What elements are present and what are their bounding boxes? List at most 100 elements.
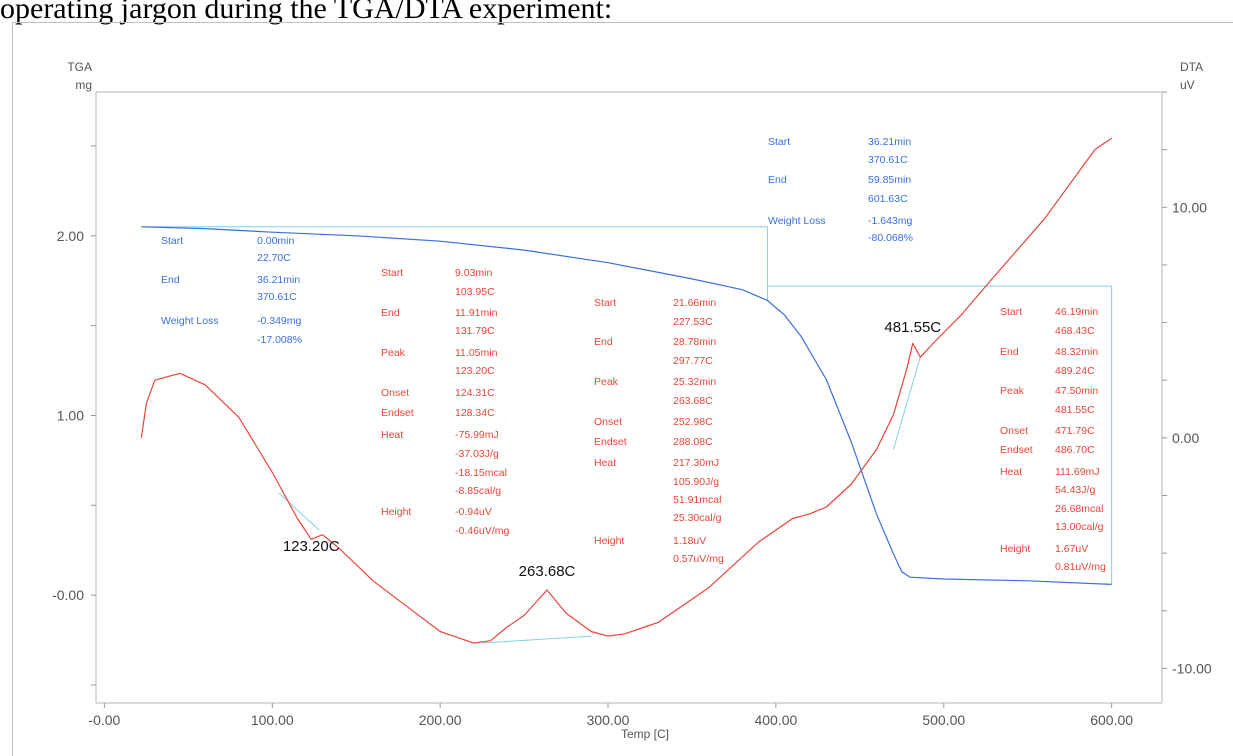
dta1-key: Peak [381, 347, 406, 359]
tga1-value: 22.70C [257, 252, 291, 264]
tga1-value: 0.00min [257, 235, 295, 247]
x-tick-label: 400.00 [754, 712, 797, 728]
y-left-tick-label: -0.00 [52, 587, 84, 603]
dta1-value: 131.79C [455, 325, 495, 337]
x-tick-label: -0.00 [88, 712, 120, 728]
dta1-value: -37.03J/g [455, 448, 499, 460]
dta1-key: Heat [381, 429, 403, 441]
y-right-tick-label: -10.00 [1172, 660, 1212, 676]
dta2-key: Peak [594, 376, 619, 388]
dta1-value: -8.85cal/g [455, 485, 501, 497]
y-right-title-line1: DTA [1180, 60, 1203, 74]
dta2-value: 21.66min [673, 297, 716, 309]
dta1-key: Height [381, 506, 411, 518]
dta3-value: 26.68mcal [1055, 503, 1103, 515]
peak-label: 123.20C [283, 538, 340, 555]
dta1-value: -18.15mcal [455, 467, 507, 479]
dta2-value: 105.90J/g [673, 476, 719, 488]
peak-label: 263.68C [519, 563, 576, 580]
y-left-title-line1: TGA [67, 60, 92, 74]
dta3-key: Start [1000, 306, 1022, 318]
dta2-key: Start [594, 297, 616, 309]
y-right-tick-label: 10.00 [1172, 199, 1207, 215]
dta2-value: 1.18uV [673, 535, 706, 547]
baseline-segment [278, 492, 320, 531]
dta2-value: 25.32min [673, 376, 716, 388]
dta2-value: 0.57uV/mg [673, 553, 724, 565]
dta1-key: Onset [381, 387, 409, 399]
dta3-key: Height [1000, 543, 1030, 555]
y-left-tick-label: 2.00 [57, 228, 84, 244]
y-left-title-line2: mg [75, 78, 92, 92]
dta2-value: 217.30mJ [673, 457, 719, 469]
peak-label-layer: 123.20C 263.68C 481.55C [283, 319, 941, 580]
dta3-value: 13.00cal/g [1055, 521, 1104, 533]
x-axis-title: Temp [C] [621, 727, 669, 741]
x-tick-label: 300.00 [587, 712, 630, 728]
tga2-key: End [768, 174, 787, 186]
dta2-value: 252.98C [673, 416, 713, 428]
dta3-key: Heat [1000, 466, 1022, 478]
dta-curve [140, 137, 1112, 644]
dta3-key: Peak [1000, 385, 1025, 397]
peak-label: 481.55C [884, 319, 941, 336]
baseline-layer [141, 226, 1113, 644]
x-tick-label: 600.00 [1090, 712, 1133, 728]
dta1-value: 128.34C [455, 407, 495, 419]
dta1-value: -0.46uV/mg [455, 525, 509, 537]
y-right-title-line2: uV [1180, 78, 1195, 92]
dta3-value: 46.19min [1055, 306, 1098, 318]
dta2-key: End [594, 336, 613, 348]
dta2-value: 51.91mcal [673, 494, 721, 506]
dta3-value: 481.55C [1055, 404, 1095, 416]
dta1-value: 124.31C [455, 387, 495, 399]
dta1-key: Endset [381, 407, 414, 419]
dta2-key: Onset [594, 416, 622, 428]
tga2-value: 59.85min [868, 174, 911, 186]
dta1-value: -75.99mJ [455, 429, 499, 441]
dta1-key: End [381, 307, 400, 319]
dta2-value: 288.08C [673, 436, 713, 448]
y-left-tick-label: 1.00 [57, 407, 84, 423]
dta2-value: 28.78min [673, 336, 716, 348]
dta2-value: 25.30cal/g [673, 512, 722, 524]
tga2-value: 370.61C [868, 154, 908, 166]
dta3-value: 54.43J/g [1055, 484, 1095, 496]
tga1-key: Start [161, 235, 183, 247]
dta3-value: 47.50min [1055, 385, 1098, 397]
tga2-key: Weight Loss [768, 215, 826, 227]
tga1-value: -17.008% [257, 334, 302, 346]
tga1-key: Weight Loss [161, 315, 219, 327]
figure-caption: operating jargon during the TGA/DTA expe… [0, 0, 613, 25]
dta3-value: 0.81uV/mg [1055, 561, 1106, 573]
dta1-value: 9.03min [455, 267, 493, 279]
dta3-key: Endset [1000, 444, 1033, 456]
dta2-key: Heat [594, 457, 616, 469]
baseline-segment [482, 635, 592, 644]
dta3-key: End [1000, 346, 1019, 358]
dta3-value: 111.69mJ [1055, 466, 1100, 478]
x-tick-label: 500.00 [922, 712, 965, 728]
dta2-key: Endset [594, 436, 627, 448]
dta1-value: -0.94uV [455, 506, 492, 518]
tga2-value: -80.068% [868, 232, 913, 244]
baseline-segment [892, 357, 921, 450]
y-right-tick-label: 0.00 [1172, 430, 1199, 446]
plot-frame [95, 91, 1163, 704]
dta1-key: Start [381, 267, 403, 279]
dta1-value: 103.95C [455, 286, 495, 298]
dta3-value: 471.79C [1055, 425, 1095, 437]
x-tick-label: 200.00 [419, 712, 462, 728]
dta3-key: Onset [1000, 425, 1028, 437]
dta1-value: 123.20C [455, 365, 495, 377]
dta3-value: 489.24C [1055, 365, 1095, 377]
dta2-key: Height [594, 535, 624, 547]
tga2-key: Start [768, 136, 790, 148]
dta1-value: 11.91min [455, 307, 498, 319]
tga1-value: 36.21min [257, 274, 300, 286]
dta3-value: 486.70C [1055, 444, 1095, 456]
tga2-value: 601.63C [868, 193, 908, 205]
x-tick-label: 100.00 [251, 712, 294, 728]
tga1-value: -0.349mg [257, 315, 302, 327]
